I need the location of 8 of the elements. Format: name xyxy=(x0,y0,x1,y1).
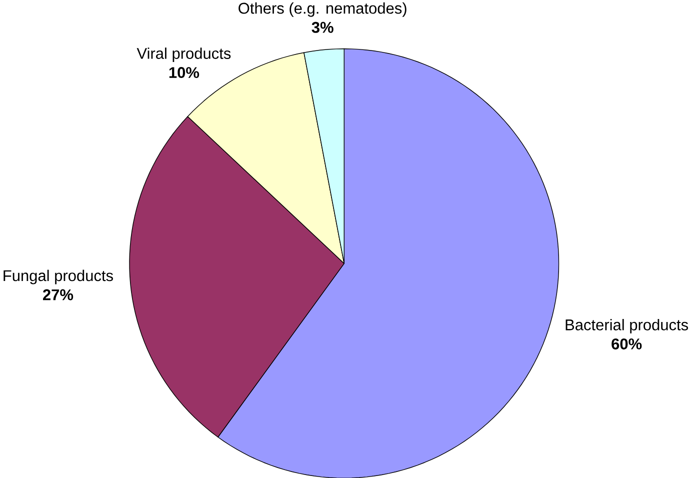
data-label: 10% xyxy=(169,66,200,78)
slice-label: Fungal products xyxy=(4,270,113,284)
slice-label: Others (e.g. nematodes) xyxy=(238,2,406,17)
data-label: 27% xyxy=(43,289,74,300)
slice-label: Viral products xyxy=(136,47,231,62)
data-label: 60% xyxy=(612,338,642,350)
slice-label: Bacterial products xyxy=(566,318,688,334)
data-label: 3% xyxy=(312,22,334,33)
